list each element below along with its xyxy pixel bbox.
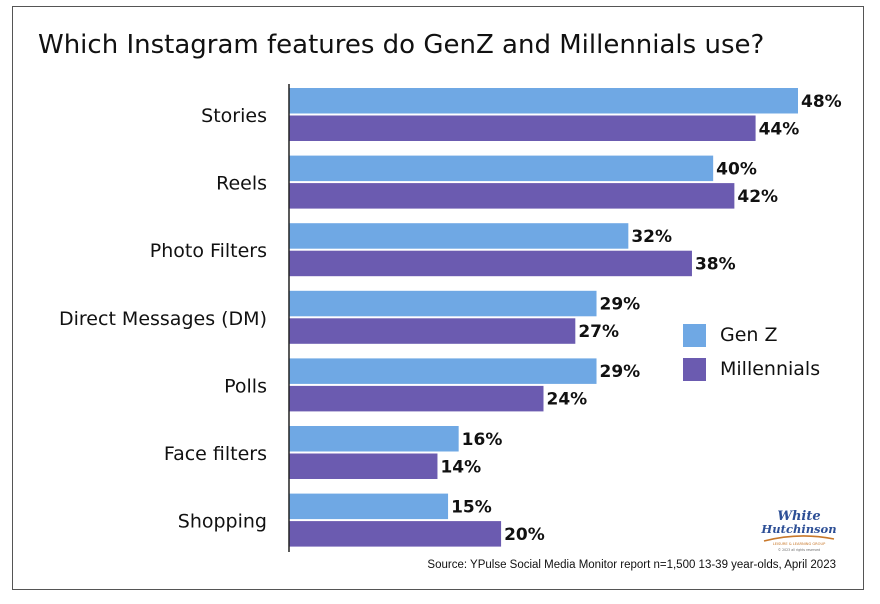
bar-millennials-stories bbox=[289, 115, 756, 141]
bar-gen-z-face-filters bbox=[289, 426, 459, 452]
bar-millennials-polls bbox=[289, 385, 544, 412]
bar-gen-z-direct-messages-dm bbox=[289, 290, 597, 317]
legend-label-gen-z: Gen Z bbox=[720, 324, 778, 346]
value-label-gen-z-polls: 29% bbox=[600, 362, 641, 382]
category-label-shopping: Shopping bbox=[178, 511, 267, 533]
bar-millennials-photo-filters bbox=[289, 250, 692, 277]
value-label-millennials-reels: 42% bbox=[737, 187, 778, 207]
legend-swatch-millennials bbox=[683, 357, 706, 381]
value-label-millennials-photo-filters: 38% bbox=[695, 254, 736, 274]
legend: Gen Z Millennials bbox=[683, 318, 820, 386]
legend-label-millennials: Millennials bbox=[720, 358, 821, 380]
bar-gen-z-photo-filters bbox=[289, 223, 629, 249]
bar-gen-z-stories bbox=[289, 88, 798, 114]
logo-line2: Hutchinson bbox=[760, 522, 836, 536]
value-label-millennials-polls: 24% bbox=[547, 390, 588, 410]
value-label-millennials-stories: 44% bbox=[759, 119, 800, 139]
logo-tagline: LEISURE & LEARNING GROUP bbox=[773, 542, 826, 546]
bar-gen-z-reels bbox=[289, 155, 714, 182]
bar-gen-z-polls bbox=[289, 358, 597, 384]
value-label-millennials-shopping: 20% bbox=[504, 525, 545, 545]
category-label-stories: Stories bbox=[201, 105, 267, 127]
legend-item-millennials: Millennials bbox=[683, 352, 820, 386]
value-label-gen-z-shopping: 15% bbox=[451, 497, 492, 517]
value-label-millennials-face-filters: 14% bbox=[440, 457, 481, 477]
value-label-gen-z-reels: 40% bbox=[716, 159, 757, 179]
category-label-polls: Polls bbox=[224, 375, 267, 397]
value-label-gen-z-photo-filters: 32% bbox=[631, 227, 672, 247]
category-label-reels: Reels bbox=[216, 173, 267, 195]
white-hutchinson-logo: White Hutchinson LEISURE & LEARNING GROU… bbox=[760, 509, 836, 552]
logo-copyright: © 2023 all rights reserved bbox=[778, 548, 820, 552]
value-label-gen-z-face-filters: 16% bbox=[462, 430, 503, 450]
bar-millennials-reels bbox=[289, 183, 735, 209]
source-note: Source: YPulse Social Media Monitor repo… bbox=[427, 559, 836, 571]
category-label-face-filters: Face filters bbox=[164, 443, 267, 465]
chart-title: Which Instagram features do GenZ and Mil… bbox=[38, 30, 765, 60]
bar-millennials-direct-messages-dm bbox=[289, 318, 576, 344]
legend-swatch-gen-z bbox=[683, 323, 706, 347]
legend-item-gen-z: Gen Z bbox=[683, 318, 820, 352]
value-label-gen-z-stories: 48% bbox=[801, 92, 842, 112]
logo-line1: White bbox=[777, 509, 820, 524]
value-label-millennials-direct-messages-dm: 27% bbox=[578, 322, 619, 342]
bar-gen-z-shopping bbox=[289, 493, 449, 520]
value-label-gen-z-direct-messages-dm: 29% bbox=[600, 295, 641, 315]
bar-millennials-shopping bbox=[289, 521, 502, 547]
category-label-photo-filters: Photo Filters bbox=[150, 240, 267, 262]
category-label-direct-messages-dm: Direct Messages (DM) bbox=[59, 308, 267, 330]
bar-millennials-face-filters bbox=[289, 453, 438, 479]
